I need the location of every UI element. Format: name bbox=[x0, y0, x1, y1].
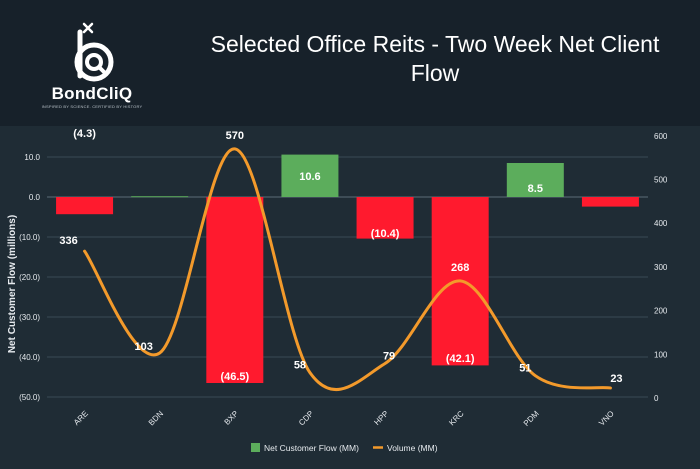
right-tick-label: 200 bbox=[654, 307, 668, 316]
legend-bar-swatch bbox=[251, 443, 260, 452]
volume-value-label: 79 bbox=[383, 350, 395, 362]
category-label: PDM bbox=[522, 409, 541, 428]
bar-bdn bbox=[131, 196, 189, 198]
bar-value-label: 10.6 bbox=[299, 171, 320, 183]
legend-bar-label: Net Customer Flow (MM) bbox=[264, 443, 359, 453]
right-tick-label: 500 bbox=[654, 176, 668, 185]
left-tick-label: (30.0) bbox=[19, 313, 40, 322]
category-label: VNO bbox=[597, 409, 616, 428]
bar-are bbox=[56, 197, 114, 215]
bar-vno bbox=[581, 197, 639, 207]
category-label: HPP bbox=[372, 409, 390, 427]
volume-value-label: 23 bbox=[610, 373, 622, 385]
legend-line-label: Volume (MM) bbox=[387, 443, 438, 453]
bondcliq-logo-icon bbox=[44, 18, 140, 114]
volume-value-label: 336 bbox=[59, 235, 77, 247]
volume-value-label: 51 bbox=[519, 363, 531, 375]
bar-hpp bbox=[356, 197, 414, 239]
data-labels: (4.3) (46.5) 10.6 (10.4) (42.1) 8.5 336 103 570 5… bbox=[59, 128, 622, 385]
volume-value-label: 268 bbox=[451, 262, 469, 274]
bar-series bbox=[56, 154, 639, 383]
volume-value-label: 58 bbox=[294, 360, 306, 372]
left-tick-label: 0.0 bbox=[29, 193, 41, 202]
volume-line bbox=[83, 147, 612, 392]
line-series bbox=[83, 147, 612, 392]
bar-value-label: 8.5 bbox=[528, 183, 543, 195]
legend: Net Customer Flow (MM) Volume (MM) bbox=[251, 443, 438, 453]
left-tick-label: (40.0) bbox=[19, 353, 40, 362]
combo-chart: (4.3) (46.5) 10.6 (10.4) (42.1) 8.5 336 103 570 5… bbox=[7, 128, 668, 453]
right-tick-label: 100 bbox=[654, 350, 668, 359]
brand-tagline: INSPIRED BY SCIENCE. CERTIFIED BY HISTOR… bbox=[41, 104, 143, 109]
brand-name: BondCliQ bbox=[51, 84, 133, 103]
left-tick-label: (50.0) bbox=[19, 393, 40, 402]
bar-cdp bbox=[281, 154, 339, 197]
chart-title: Selected Office Reits - Two Week Net Cli… bbox=[210, 31, 660, 86]
right-tick-label: 400 bbox=[654, 219, 668, 228]
bar-pdm bbox=[506, 163, 564, 197]
right-tick-label: 600 bbox=[654, 132, 668, 141]
category-label: CDP bbox=[297, 409, 315, 427]
y-axis-label: Net Customer Flow (millions) bbox=[7, 215, 18, 353]
header-band: BondCliQ INSPIRED BY SCIENCE. CERTIFIED … bbox=[0, 0, 700, 126]
volume-value-label: 103 bbox=[135, 341, 153, 353]
bar-value-label: (46.5) bbox=[220, 371, 249, 383]
category-label: ARE bbox=[72, 409, 90, 427]
category-label: BDN bbox=[147, 409, 165, 427]
right-tick-label: 300 bbox=[654, 263, 668, 272]
left-tick-label: (10.0) bbox=[19, 233, 40, 242]
category-label: KRC bbox=[447, 409, 465, 427]
left-tick-label: 10.0 bbox=[24, 153, 40, 162]
right-tick-label: 0 bbox=[654, 394, 659, 403]
left-tick-label: (20.0) bbox=[19, 273, 40, 282]
bar-bxp bbox=[206, 197, 264, 383]
left-axis-ticks: 10.0 0.0 (10.0) (20.0) (30.0) (40.0) (50.0) bbox=[19, 153, 40, 402]
category-label: BXP bbox=[223, 409, 241, 427]
bar-value-label: (4.3) bbox=[73, 128, 96, 140]
bar-value-label: (42.1) bbox=[446, 353, 475, 365]
right-axis-ticks: 0 100 200 300 400 500 600 bbox=[654, 132, 668, 403]
volume-value-label: 570 bbox=[226, 130, 244, 142]
bar-value-label: (10.4) bbox=[371, 228, 400, 240]
x-axis-ticks: ARE BDN BXP CDP HPP KRC PDM VNO bbox=[72, 409, 616, 428]
